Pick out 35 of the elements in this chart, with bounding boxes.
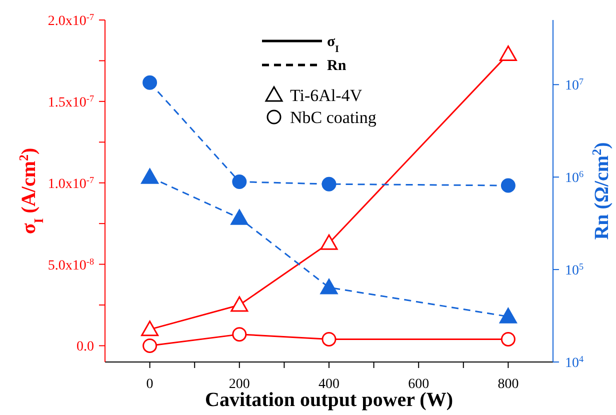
- y2-tick-label: 10$^{4}$: [565, 354, 584, 371]
- y-tick-label: 5.0x10$^{-8}$: [48, 256, 94, 274]
- point: [142, 75, 158, 90]
- x-tick-label: 200: [228, 377, 250, 392]
- point: [320, 234, 338, 250]
- point: [142, 338, 158, 353]
- point: [320, 278, 338, 294]
- x-tick-label: 400: [318, 377, 340, 392]
- point: [499, 45, 517, 61]
- y-tick-label: 1.0x10$^{-7}$: [48, 174, 94, 192]
- annotation: Ti-6Al-4V: [290, 86, 363, 105]
- point: [230, 209, 248, 225]
- point: [322, 176, 336, 192]
- y2-tick-label: 10$^{6}$: [565, 169, 584, 186]
- x-tick-label: 0: [146, 377, 154, 392]
- point: [500, 332, 516, 346]
- point: [500, 178, 516, 193]
- annotation: NbC coating: [290, 108, 377, 127]
- y-tick-label: 0.0: [76, 340, 94, 355]
- point: [230, 296, 248, 312]
- y2-tick-label: 10$^{5}$: [565, 262, 584, 279]
- y-tick-label: 2.0x10$^{-7}$: [48, 12, 94, 29]
- point: [141, 320, 159, 336]
- point: [141, 168, 159, 184]
- point: [322, 332, 336, 346]
- point: [499, 308, 517, 324]
- point: [232, 327, 247, 342]
- x-tick-label: 800: [498, 377, 519, 392]
- y-tick-label: 1.5x10$^{-7}$: [48, 93, 94, 110]
- x-axis-title: Cavitation output power (W): [205, 389, 453, 411]
- x-tick-label: 600: [408, 377, 430, 392]
- y2-tick-label: 10$^{7}$: [565, 76, 584, 94]
- point: [232, 174, 247, 190]
- annotation: σ$_{I}$: [327, 34, 340, 54]
- annotation: Rn: [327, 58, 347, 74]
